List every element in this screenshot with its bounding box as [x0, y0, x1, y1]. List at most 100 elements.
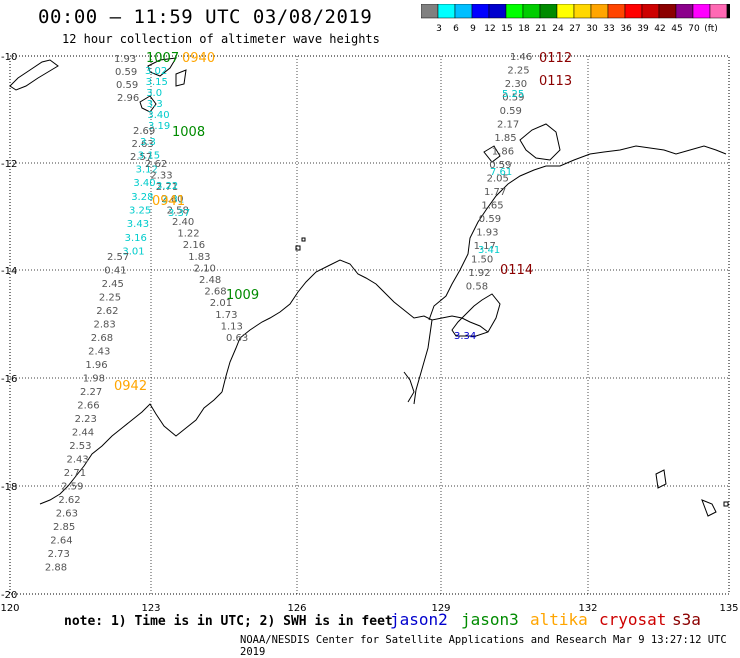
legend-cryosat: cryosat [599, 610, 667, 629]
legend-swatch [488, 4, 507, 19]
page-subtitle: 12 hour collection of altimeter wave hei… [62, 32, 380, 46]
legend-tick-label: 21 [535, 24, 546, 34]
y-tick-label: -12 [1, 159, 17, 170]
swh-value-cyan: 3.3 [147, 99, 163, 110]
legend-tick-label: 9 [470, 24, 476, 34]
swh-value: 2.68 [91, 333, 113, 344]
swh-value-cyan: 3.0 [146, 88, 162, 99]
swh-value: 1.85 [494, 133, 516, 144]
x-tick-label: 126 [287, 603, 306, 614]
swh-value: 1.22 [177, 229, 199, 240]
pass-time-label: 0114 [500, 263, 533, 278]
legend-tick-label: 30 [586, 24, 598, 34]
swh-value: 2.73 [48, 549, 70, 560]
swh-value-cyan: 3.3 [140, 137, 156, 148]
coastline-segment [9, 59, 59, 91]
legend-altika: altika [530, 610, 588, 629]
coastline-segment [655, 469, 667, 489]
swh-value: 2.58 [167, 205, 189, 216]
coastline-segment [428, 145, 727, 321]
x-tick-label: 123 [141, 603, 160, 614]
swh-value: 2.85 [53, 522, 75, 533]
color-legend: 3 6 9 12 15 18 21 24 27 30 33 36 39 42 45 70 (ft) [421, 4, 730, 34]
legend-tick-label: 15 [501, 24, 512, 34]
legend-swatch [590, 4, 609, 19]
legend-swatch [437, 4, 456, 19]
coastline-segment [451, 293, 501, 337]
swh-value: 1.92 [468, 268, 490, 279]
credit-line: NOAA/NESDIS Center for Satellite Applica… [240, 634, 727, 658]
coastline-segment [175, 69, 187, 87]
swh-value: 1.73 [215, 310, 237, 321]
swh-value: 2.45 [102, 279, 124, 290]
swh-value: 2.68 [204, 287, 226, 298]
y-tick-label: -10 [1, 52, 17, 63]
swh-value: 0.59 [116, 80, 138, 91]
swh-value-cyan: 3.41 [478, 245, 500, 256]
legend-tick-label: 6 [453, 24, 459, 34]
coastline-segment [483, 145, 501, 163]
x-tick-label: 135 [719, 603, 738, 614]
swh-value: 2.30 [505, 79, 527, 90]
swh-value-cyan: 3.19 [148, 121, 170, 132]
swh-value: 2.10 [194, 263, 216, 274]
swh-value-cyan: 3.25 [129, 206, 151, 217]
coastline-segment [147, 57, 177, 77]
y-tick-label: -20 [1, 590, 17, 601]
swh-value: 1.98 [83, 374, 105, 385]
page-title: 00:00 – 11:59 UTC 03/08/2019 [38, 6, 373, 28]
swh-value: 2.01 [210, 298, 232, 309]
swh-value: 2.63 [132, 139, 154, 150]
legend-swatch [421, 4, 439, 19]
legend-swatch [658, 4, 677, 19]
legend-swatch [692, 4, 711, 19]
swh-value-cyan: 3.40 [147, 110, 169, 121]
swh-value-cyan: 3.40 [133, 178, 155, 189]
swh-value-cyan: 3.12 [136, 164, 158, 175]
coastline-segment [39, 391, 223, 505]
swh-value: 1.93 [476, 228, 498, 239]
swh-value: 1.86 [492, 147, 514, 158]
swh-value: 2.48 [199, 275, 221, 286]
legend-tick-label: 3 [436, 24, 442, 34]
legend-swatch [505, 4, 524, 19]
y-tick-label: -18 [1, 482, 17, 493]
pass-time-label: 0113 [539, 74, 572, 89]
legend-swatch [641, 4, 660, 19]
swh-value: 2.66 [77, 401, 99, 412]
swh-value: 2.53 [69, 441, 91, 452]
swh-value: 2.33 [150, 171, 172, 182]
swh-value: 2.23 [75, 414, 97, 425]
swh-value: 2.43 [88, 347, 110, 358]
swh-value-cyan: 7.61 [490, 167, 512, 178]
map-frame [9, 55, 730, 595]
swh-value: 2.17 [497, 120, 519, 131]
swh-value: 1.77 [484, 187, 506, 198]
legend-tick-label: 70 [688, 24, 700, 34]
legend-tick-label: 42 [654, 24, 665, 34]
x-tick-label: 129 [431, 603, 450, 614]
swh-value-cyan: 3.01 [122, 247, 144, 258]
swh-value-cyan: 3.22 [156, 181, 178, 192]
pass-time-label: 0941 [152, 194, 185, 209]
legend-swatch [607, 4, 626, 19]
legend-swatch [573, 4, 592, 19]
coastline-segment [221, 259, 489, 393]
swh-value-cyan: 3.31 [162, 195, 184, 206]
swh-value: 2.62 [58, 495, 80, 506]
swh-value: 2.57 [107, 252, 129, 263]
swh-value: 2.62 [145, 159, 167, 170]
swh-value: 0.63 [226, 333, 248, 344]
legend-swatch [624, 4, 643, 19]
swh-value: 1.93 [114, 54, 136, 65]
coastline-segment [519, 123, 561, 161]
swh-value: 2.05 [487, 174, 509, 185]
frame-border [9, 55, 730, 595]
swh-value: 1.65 [481, 201, 503, 212]
legend-swatch [556, 4, 575, 19]
swh-value: 1.13 [221, 321, 243, 332]
x-tick-label: 132 [578, 603, 597, 614]
swh-value-cyan: 5.25 [502, 89, 524, 100]
swh-value: 2.88 [45, 563, 67, 574]
